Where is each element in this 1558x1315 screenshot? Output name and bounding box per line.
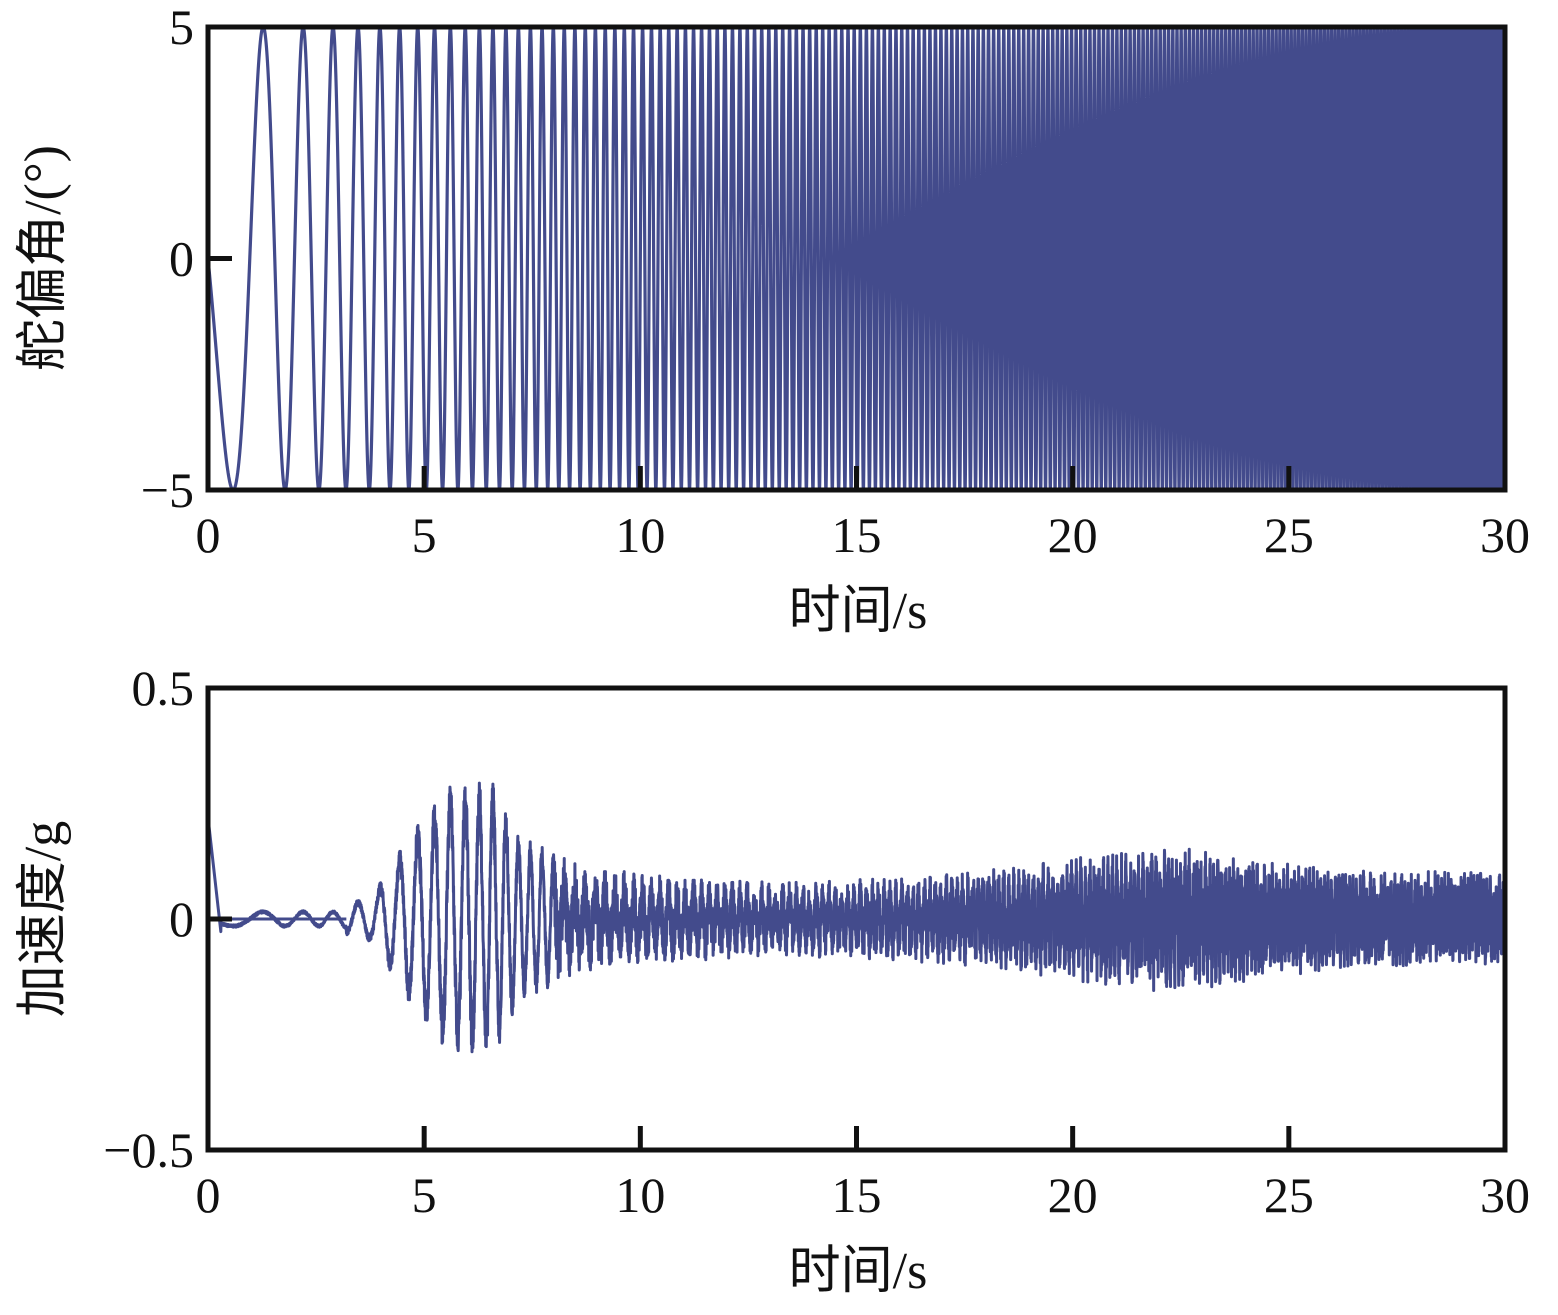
rudder-angle-y-axis-title: 舵偏角/(°) <box>15 145 72 371</box>
rudder-angle-y-tick-label: 5 <box>169 0 194 55</box>
rudder-angle-y-tick-labels: −5 0 5 <box>141 0 194 518</box>
acceleration-y-tick-label: −0.5 <box>103 1122 194 1178</box>
rudder-angle-plot-area <box>206 25 1507 492</box>
acceleration-ticks <box>208 916 1292 1150</box>
acceleration-chart: 0 5 10 15 20 25 30 −0.500.5 时间/s 加速度/g <box>15 660 1530 1300</box>
rudder-angle-x-tick-label: 30 <box>1480 507 1530 563</box>
rudder-angle-y-tick-label: 0 <box>169 231 194 287</box>
rudder-angle-x-tick-label: 20 <box>1048 507 1098 563</box>
rudder-angle-x-tick-label: 25 <box>1264 507 1314 563</box>
acceleration-plot-area <box>206 781 1507 1054</box>
acceleration-y-tick-label: 0.5 <box>132 660 195 716</box>
acceleration-x-axis-title: 时间/s <box>789 1243 928 1300</box>
rudder-angle-y-tick-label: −5 <box>141 462 194 518</box>
acceleration-x-tick-label: 20 <box>1048 1167 1098 1223</box>
rudder-angle-ticks <box>208 256 1292 490</box>
acceleration-x-tick-label: 10 <box>615 1167 665 1223</box>
acceleration-x-tick-label: 30 <box>1480 1167 1530 1223</box>
acceleration-x-tick-label: 25 <box>1264 1167 1314 1223</box>
rudder-angle-x-tick-label: 0 <box>196 507 221 563</box>
acceleration-y-tick-labels: −0.5 0 0.5 <box>103 660 194 1178</box>
acceleration-x-tick-labels: 0 5 10 15 20 25 30 <box>196 1167 1531 1223</box>
acceleration-series-line <box>206 781 1507 1054</box>
rudder-angle-x-tick-label: 10 <box>615 507 665 563</box>
acceleration-y-axis-title: 加速度/g <box>15 821 72 1017</box>
rudder-angle-series-line <box>206 25 1507 492</box>
rudder-angle-chart: 0 5 10 15 20 25 30 −505 时间/s 舵偏角/(°) <box>15 0 1530 640</box>
acceleration-y-tick-label: 0 <box>169 891 194 947</box>
acceleration-x-tick-label: 15 <box>832 1167 882 1223</box>
acceleration-x-tick-label: 5 <box>412 1167 437 1223</box>
rudder-angle-x-tick-label: 5 <box>412 507 437 563</box>
rudder-angle-x-axis-title: 时间/s <box>789 583 928 640</box>
rudder-angle-x-tick-label: 15 <box>832 507 882 563</box>
acceleration-x-tick-label: 0 <box>196 1167 221 1223</box>
rudder-angle-x-tick-labels: 0 5 10 15 20 25 30 <box>196 507 1531 563</box>
